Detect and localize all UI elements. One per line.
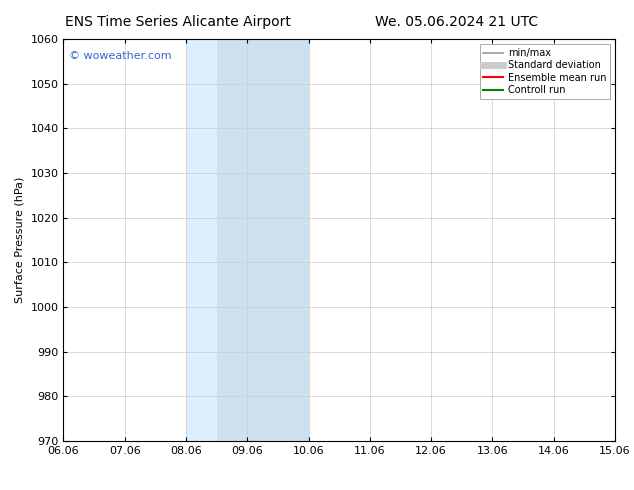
Y-axis label: Surface Pressure (hPa): Surface Pressure (hPa)	[15, 177, 25, 303]
Legend: min/max, Standard deviation, Ensemble mean run, Controll run: min/max, Standard deviation, Ensemble me…	[479, 44, 610, 99]
Bar	[186, 39, 217, 441]
Text: We. 05.06.2024 21 UTC: We. 05.06.2024 21 UTC	[375, 15, 538, 29]
Text: ENS Time Series Alicante Airport: ENS Time Series Alicante Airport	[65, 15, 290, 29]
Bar	[217, 39, 309, 441]
Bar	[615, 39, 634, 441]
Text: © woweather.com: © woweather.com	[69, 51, 172, 61]
